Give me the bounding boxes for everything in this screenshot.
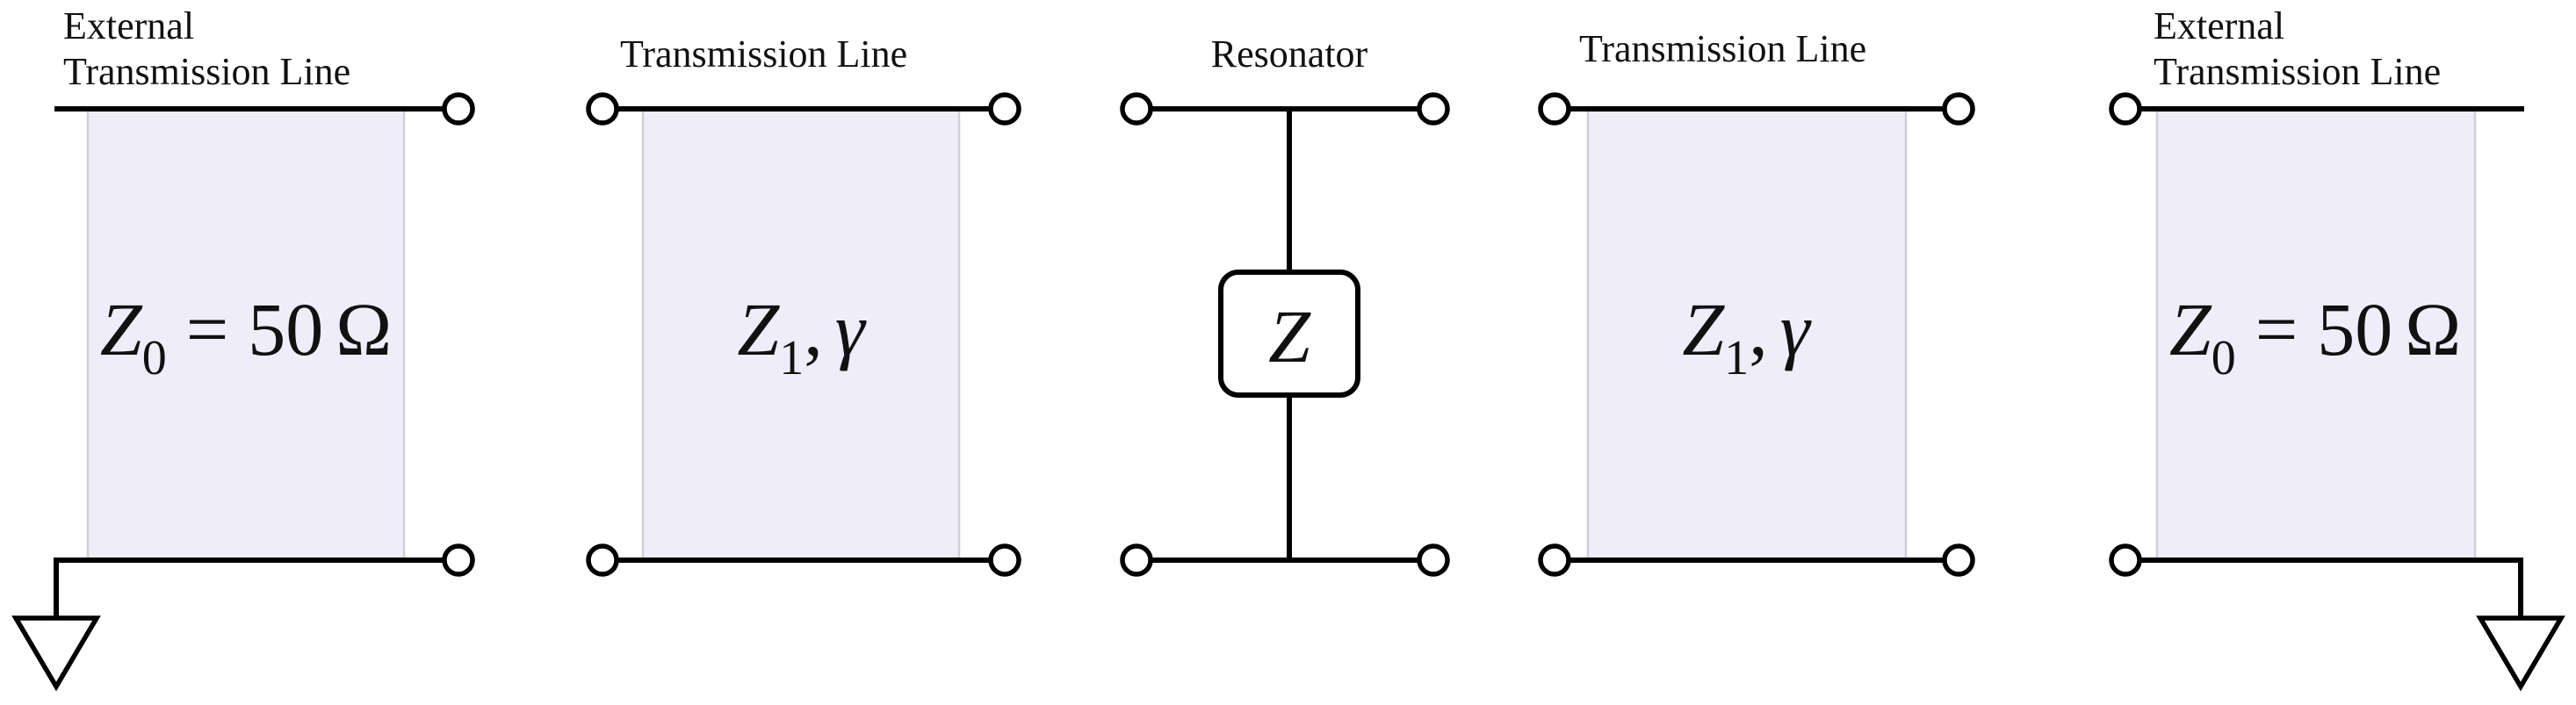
section-title: Transmission Line (620, 32, 907, 76)
port-terminal-bottom-right[interactable] (988, 543, 1021, 577)
impedance-relation: = (2255, 287, 2298, 371)
section-external-line-right: External Transmission Line Z0 = 50 Ω (2109, 4, 2565, 692)
impedance-symbol: Z (1682, 287, 1725, 371)
port-terminal-top-left[interactable] (2109, 92, 2142, 126)
impedance-subscript: 1 (779, 331, 804, 385)
impedance-unit: Ω (336, 287, 392, 371)
port-terminal-top-right[interactable] (442, 92, 475, 126)
port-terminal-bottom-right[interactable] (1417, 543, 1450, 577)
impedance-value: 50 (248, 287, 323, 371)
line-panel (86, 107, 406, 562)
bottom-conductor (54, 558, 444, 618)
port-terminal-top-right[interactable] (988, 92, 1021, 126)
port-terminal-top-left[interactable] (1120, 92, 1153, 126)
propagation-constant: γ (1780, 287, 1812, 371)
resonator-impedance-box (1218, 270, 1360, 398)
impedance-subscript: 0 (142, 331, 167, 385)
propagation-constant: γ (835, 287, 867, 371)
section-transmission-line-right: Transmission Line Z1, γ (1538, 27, 1975, 577)
port-terminal-bottom-left[interactable] (586, 543, 619, 577)
impedance-unit: Ω (2405, 287, 2461, 371)
impedance-symbol: Z (737, 287, 780, 371)
impedance-label: Z0 = 50 Ω (100, 287, 392, 385)
ground-icon (11, 615, 101, 692)
section-title: Transmission Line (1579, 27, 1866, 70)
line-parameters-label: Z1, γ (1682, 287, 1811, 385)
section-title-line-2: Transmission Line (63, 50, 350, 93)
impedance-value: 50 (2317, 287, 2392, 371)
section-external-line-left: External Transmission Line Z0 = 50 Ω (11, 4, 475, 692)
impedance-subscript: 1 (1724, 331, 1749, 385)
parameter-separator: , (804, 287, 823, 371)
port-terminal-top-left[interactable] (1538, 92, 1571, 126)
parameter-separator: , (1749, 287, 1768, 371)
port-terminal-bottom-left[interactable] (2109, 543, 2142, 577)
port-terminal-bottom-right[interactable] (1942, 543, 1975, 577)
port-terminal-top-right[interactable] (1417, 92, 1450, 126)
line-panel (2155, 107, 2477, 562)
port-terminal-bottom-left[interactable] (1120, 543, 1153, 577)
port-terminal-bottom-left[interactable] (1538, 543, 1571, 577)
resonator-impedance-symbol: Z (1268, 294, 1311, 378)
section-resonator: Resonator Z (1120, 32, 1450, 577)
impedance-label: Z0 = 50 Ω (2169, 287, 2461, 385)
ground-icon (2476, 615, 2565, 692)
port-terminal-top-right[interactable] (1942, 92, 1975, 126)
impedance-symbol: Z (2169, 287, 2212, 371)
bottom-conductor (2125, 558, 2523, 618)
line-panel (1586, 107, 1908, 562)
section-title: Resonator (1211, 32, 1368, 76)
impedance-subscript: 0 (2212, 331, 2236, 385)
section-title-line-1: External (63, 4, 194, 47)
section-transmission-line-left: Transmission Line Z1, γ (586, 32, 1021, 577)
impedance-symbol: Z (100, 287, 143, 371)
section-title-line-2: Transmission Line (2154, 50, 2441, 93)
section-title-line-1: External (2154, 4, 2284, 47)
port-terminal-top-left[interactable] (586, 92, 619, 126)
port-terminal-bottom-right[interactable] (442, 543, 475, 577)
line-parameters-label: Z1, γ (737, 287, 866, 385)
impedance-relation: = (186, 287, 229, 371)
